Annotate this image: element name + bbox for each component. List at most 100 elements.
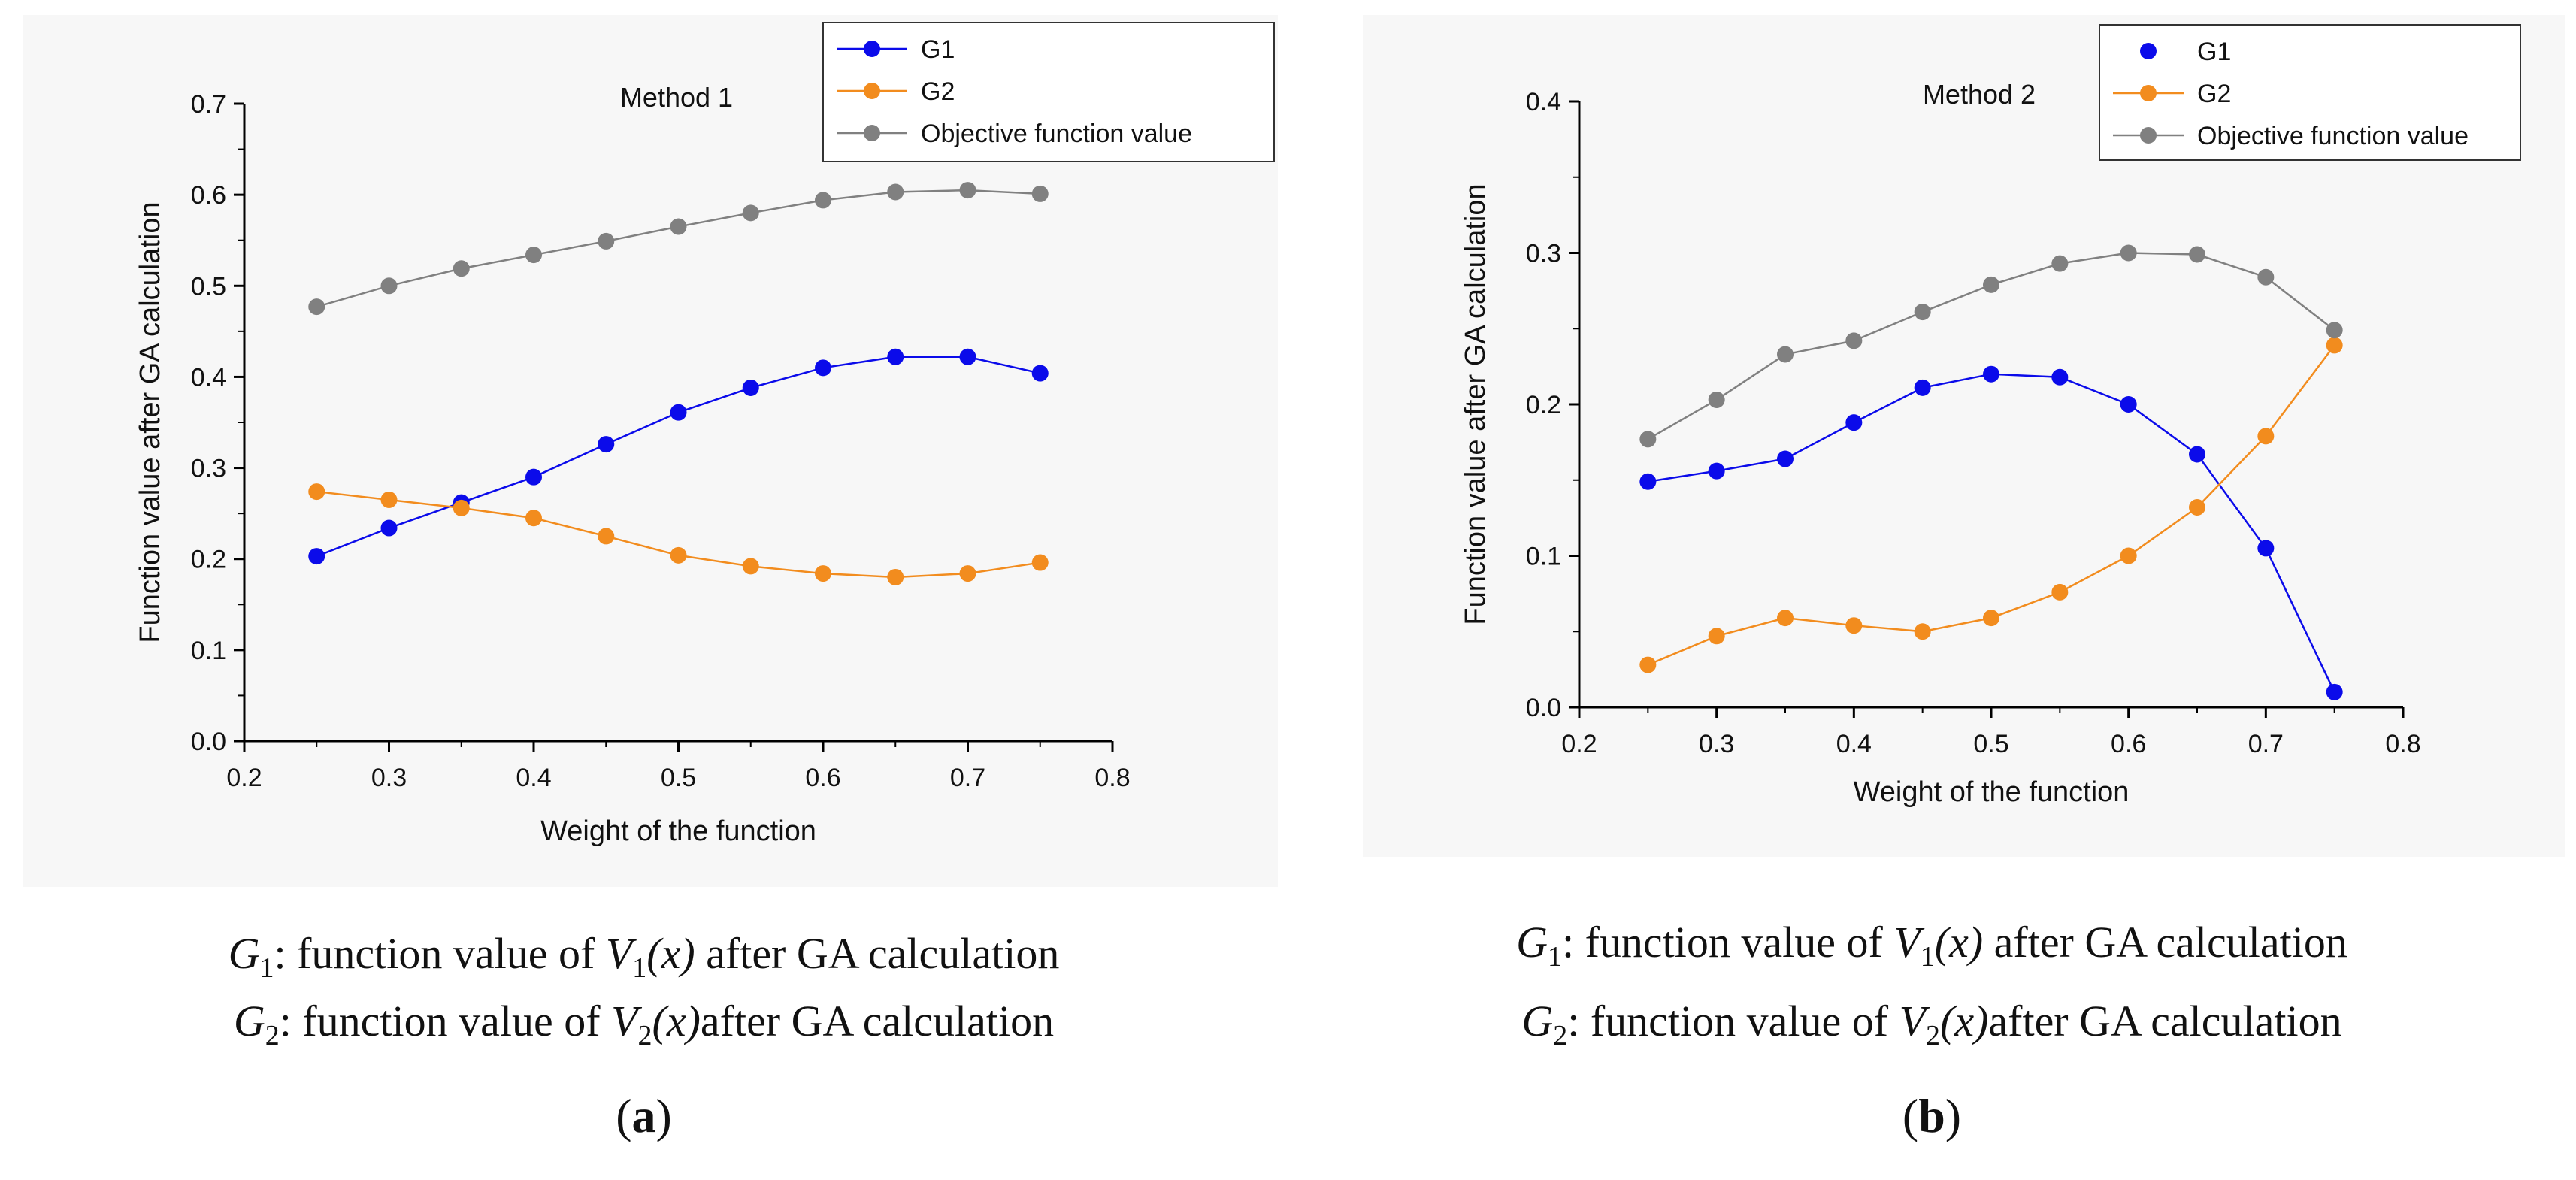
data-point	[742, 204, 759, 222]
caption-subscript: 2	[265, 1020, 280, 1051]
y-tick-label: 0.3	[191, 455, 226, 483]
y-tick-label: 0.4	[1526, 88, 1561, 116]
data-point	[1845, 414, 1863, 431]
caption-text: : function value of	[1562, 918, 1894, 967]
x-tick-label: 0.6	[805, 764, 840, 792]
data-point	[1708, 628, 1725, 645]
x-tick-label: 0.5	[661, 764, 696, 792]
data-point	[308, 298, 325, 316]
data-point	[2120, 396, 2137, 413]
data-point	[1708, 462, 1725, 480]
data-point	[2120, 547, 2137, 564]
data-point	[959, 565, 976, 582]
legend-label: Objective function value	[2197, 122, 2469, 150]
data-point	[1031, 365, 1049, 382]
data-point	[742, 379, 759, 396]
caption-text: : function value of	[274, 929, 606, 978]
data-point	[2051, 583, 2069, 601]
data-point	[2257, 268, 2275, 286]
data-point	[1845, 617, 1863, 634]
y-tick-label: 0.1	[1526, 543, 1561, 571]
data-point	[887, 568, 904, 585]
caption-line-2: G2: function value of V2(x)after GA calc…	[0, 997, 1288, 1051]
data-point	[2189, 499, 2205, 516]
data-point	[959, 182, 976, 199]
data-point	[887, 348, 904, 365]
data-point	[1914, 304, 1931, 321]
data-point	[308, 483, 325, 501]
data-point	[380, 491, 398, 508]
data-point	[453, 260, 470, 277]
chart-b-svg: 0.2 0.3 0.4 0.5 0.6 0.7 0.8 0.0 0.1 0.2 0.3 0.4 Weig…	[1460, 24, 2521, 808]
y-tick-label: 0.3	[1526, 240, 1561, 268]
data-point	[1914, 379, 1931, 396]
legend-label: G2	[2197, 80, 2231, 108]
caption-variable: V	[1899, 997, 1927, 1045]
data-point	[2257, 428, 2275, 445]
legend-marker	[2140, 127, 2157, 144]
data-point	[959, 348, 976, 365]
data-point	[308, 548, 325, 565]
caption-variable-subscript: 2	[1926, 1020, 1941, 1051]
caption-symbol: G	[1516, 918, 1548, 967]
caption-variable: V	[605, 929, 633, 978]
caption-argument: (x)	[1940, 997, 1989, 1045]
data-point	[670, 218, 687, 235]
legend-label: G1	[921, 35, 955, 64]
data-point	[380, 277, 398, 295]
caption-argument: (x)	[1934, 918, 1984, 967]
x-tick-label: 0.4	[1836, 730, 1872, 758]
legend-marker	[864, 41, 880, 57]
data-point	[1639, 431, 1657, 448]
y-tick-label: 0.4	[191, 363, 226, 392]
data-point	[1983, 365, 1999, 383]
series-line-g1	[1648, 373, 2335, 693]
y-tick-label: 0.0	[191, 728, 226, 756]
data-point	[1777, 346, 1794, 363]
data-point	[887, 183, 904, 201]
data-point	[815, 192, 831, 209]
x-tick-label: 0.5	[1973, 730, 2008, 758]
caption-text-rest: after GA calculation	[1983, 918, 2347, 967]
data-point	[815, 565, 831, 582]
data-point	[1639, 473, 1657, 490]
data-point	[1031, 185, 1049, 202]
x-tick-label: 0.3	[371, 764, 407, 792]
caption-text-rest: after GA calculation	[695, 929, 1060, 978]
y-tick-label: 0.2	[1526, 391, 1561, 419]
panel-label-letter: b	[1918, 1089, 1945, 1142]
panel-label: (a)	[616, 1089, 672, 1142]
caption-line-2: G2: function value of V2(x)after GA calc…	[1288, 997, 2576, 1051]
legend-marker	[864, 83, 880, 99]
x-tick-label: 0.7	[950, 764, 985, 792]
x-tick-label: 0.3	[1699, 730, 1734, 758]
legend-marker	[2140, 43, 2157, 59]
x-tick-label: 0.6	[2111, 730, 2146, 758]
data-point	[2189, 246, 2205, 263]
y-tick-label: 0.5	[191, 272, 226, 301]
caption-variable-subscript: 1	[1920, 941, 1935, 973]
legend-label: Objective function value	[921, 120, 1192, 148]
series-line-objective-function-value	[316, 189, 1040, 308]
caption-variable: V	[1893, 918, 1921, 967]
data-point	[525, 468, 542, 486]
chart-a-svg: 0.2 0.3 0.4 0.5 0.6 0.7 0.8 0.0 0.1 0.2 0.3 0.4 0.5 0…	[135, 22, 1275, 847]
caption-argument: (x)	[652, 997, 701, 1045]
x-axis-label: Weight of the function	[1854, 776, 2130, 808]
y-axis-label: Function value after GA calculation	[135, 201, 166, 643]
series-line-g2	[316, 490, 1040, 579]
data-point	[1983, 276, 1999, 293]
caption-text: : function value of	[1567, 997, 1899, 1045]
caption-variable: V	[611, 997, 638, 1045]
legend-label: G1	[2197, 38, 2231, 66]
data-point	[1639, 656, 1657, 673]
data-point	[1777, 450, 1794, 467]
data-point	[2326, 322, 2343, 339]
panel-label: (b)	[1902, 1089, 1962, 1142]
caption-symbol: G	[1521, 997, 1554, 1045]
data-point	[2326, 337, 2343, 354]
x-axis-label: Weight of the function	[540, 815, 816, 847]
caption-text-rest: after GA calculation	[1988, 997, 2342, 1045]
caption-symbol: G	[233, 997, 265, 1045]
data-point	[670, 404, 687, 421]
